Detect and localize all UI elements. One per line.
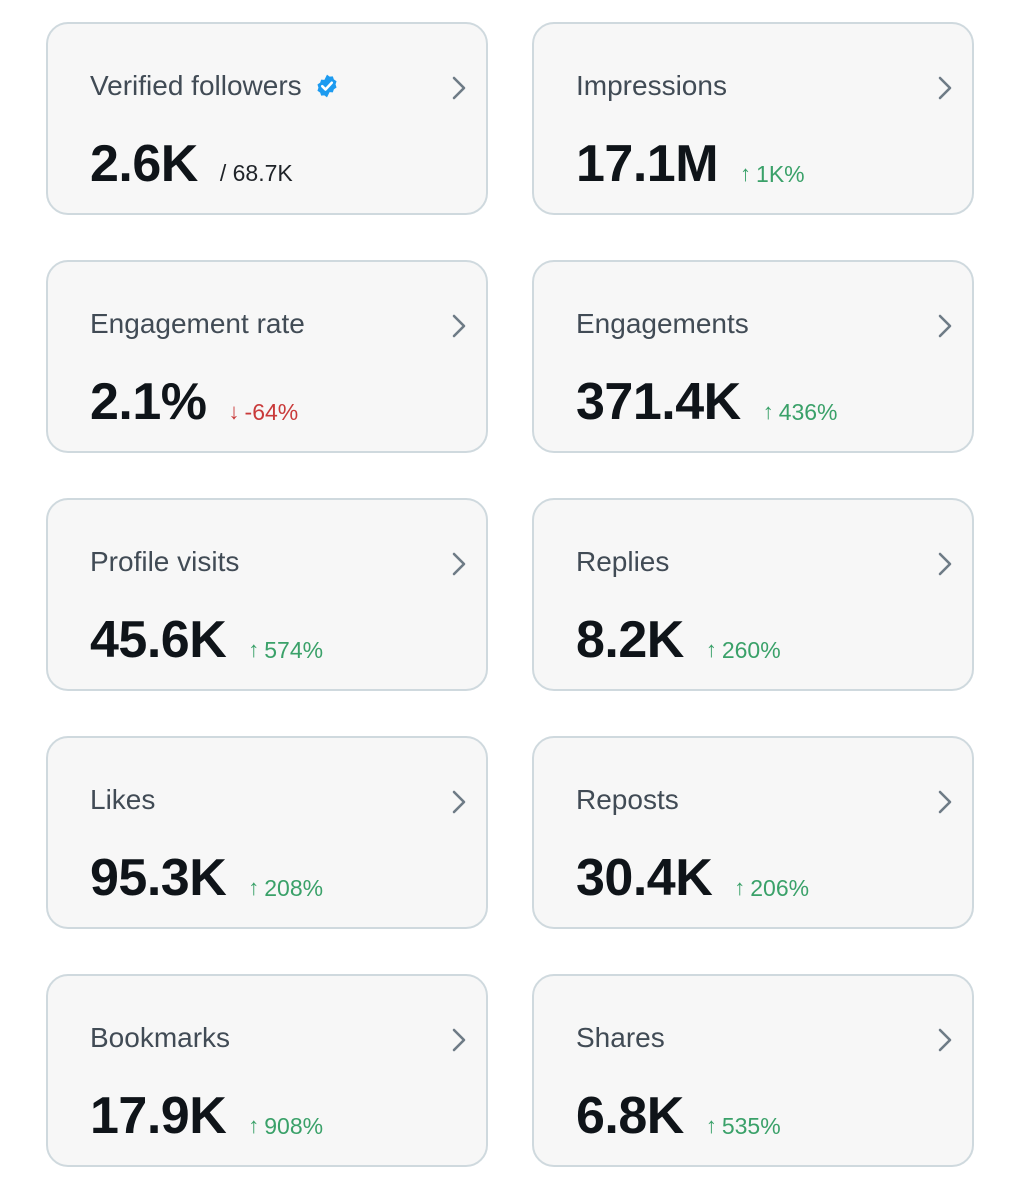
metric-change: ↑ 1K% xyxy=(740,161,805,188)
arrow-down-icon: ↓ xyxy=(228,399,240,424)
metric-change: ↑ 260% xyxy=(706,637,781,664)
change-value: 908% xyxy=(264,1112,324,1139)
card-impressions[interactable]: Impressions 17.1M ↑ 1K% xyxy=(532,22,974,215)
metric-value: 2.6K xyxy=(90,135,198,193)
card-title: Bookmarks xyxy=(90,1022,230,1054)
metric-value: 6.8K xyxy=(576,1087,684,1145)
card-title-label: Impressions xyxy=(576,70,727,101)
arrow-up-icon: ↑ xyxy=(248,637,260,662)
card-title: Verified followers xyxy=(90,70,340,102)
chevron-right-icon[interactable] xyxy=(936,1026,954,1054)
card-likes[interactable]: Likes 95.3K ↑ 208% xyxy=(46,736,488,929)
card-title: Impressions xyxy=(576,70,727,102)
metric-change: ↑ 208% xyxy=(248,875,323,902)
card-title-label: Likes xyxy=(90,784,156,815)
card-verified-followers[interactable]: Verified followers 2.6K / 68.7K xyxy=(46,22,488,215)
metric-value: 371.4K xyxy=(576,373,741,431)
chevron-right-icon[interactable] xyxy=(936,312,954,340)
card-title: Replies xyxy=(576,546,669,578)
card-title: Profile visits xyxy=(90,546,239,578)
metric-value: 17.1M xyxy=(576,135,719,193)
card-engagements[interactable]: Engagements 371.4K ↑ 436% xyxy=(532,260,974,453)
change-value: 436% xyxy=(778,398,838,425)
card-title-label: Shares xyxy=(576,1022,665,1053)
metric-row: 8.2K ↑ 260% xyxy=(576,610,781,670)
card-title-label: Profile visits xyxy=(90,546,240,577)
metric-change: ↑ 574% xyxy=(248,637,323,664)
verified-badge-icon xyxy=(317,74,337,98)
chevron-right-icon[interactable] xyxy=(936,550,954,578)
chevron-right-icon[interactable] xyxy=(450,312,468,340)
chevron-right-icon[interactable] xyxy=(450,74,468,102)
card-title-label: Engagements xyxy=(576,308,749,339)
metric-row: 2.6K / 68.7K xyxy=(90,134,293,194)
change-value: 574% xyxy=(264,636,324,663)
metric-row: 95.3K ↑ 208% xyxy=(90,848,323,908)
card-title: Reposts xyxy=(576,784,679,816)
card-title: Likes xyxy=(90,784,155,816)
chevron-right-icon[interactable] xyxy=(450,1026,468,1054)
metric-value: 45.6K xyxy=(90,611,227,669)
metric-change: ↑ 206% xyxy=(734,875,809,902)
metric-value: 30.4K xyxy=(576,849,713,907)
change-value: 535% xyxy=(721,1112,781,1139)
card-title-label: Replies xyxy=(576,546,670,577)
card-title: Engagement rate xyxy=(90,308,305,340)
card-title-label: Engagement rate xyxy=(90,308,305,339)
metric-row: 17.9K ↑ 908% xyxy=(90,1086,323,1146)
metric-row: 45.6K ↑ 574% xyxy=(90,610,323,670)
change-value: 260% xyxy=(721,636,781,663)
metric-row: 371.4K ↑ 436% xyxy=(576,372,838,432)
metric-row: 6.8K ↑ 535% xyxy=(576,1086,781,1146)
metric-row: 17.1M ↑ 1K% xyxy=(576,134,805,194)
chevron-right-icon[interactable] xyxy=(450,550,468,578)
arrow-up-icon: ↑ xyxy=(740,161,752,186)
chevron-right-icon[interactable] xyxy=(450,788,468,816)
card-reposts[interactable]: Reposts 30.4K ↑ 206% xyxy=(532,736,974,929)
chevron-right-icon[interactable] xyxy=(936,788,954,816)
arrow-up-icon: ↑ xyxy=(705,637,717,662)
metric-change: ↑ 908% xyxy=(248,1113,323,1140)
card-replies[interactable]: Replies 8.2K ↑ 260% xyxy=(532,498,974,691)
change-value: 1K% xyxy=(756,160,805,187)
card-title-label: Bookmarks xyxy=(90,1022,231,1053)
metric-value: 95.3K xyxy=(90,849,227,907)
metric-row: 30.4K ↑ 206% xyxy=(576,848,809,908)
arrow-up-icon: ↑ xyxy=(762,399,774,424)
arrow-up-icon: ↑ xyxy=(248,875,260,900)
change-value: 208% xyxy=(264,874,324,901)
card-title-label: Reposts xyxy=(576,784,679,815)
card-engagement-rate[interactable]: Engagement rate 2.1% ↓ -64% xyxy=(46,260,488,453)
metric-value: 8.2K xyxy=(576,611,684,669)
card-bookmarks[interactable]: Bookmarks 17.9K ↑ 908% xyxy=(46,974,488,1167)
card-title: Shares xyxy=(576,1022,665,1054)
metric-value: 17.9K xyxy=(90,1087,227,1145)
metric-change: ↑ 535% xyxy=(706,1113,781,1140)
metric-row: 2.1% ↓ -64% xyxy=(90,372,298,432)
arrow-up-icon: ↑ xyxy=(705,1113,717,1138)
change-value: 206% xyxy=(750,874,810,901)
chevron-right-icon[interactable] xyxy=(936,74,954,102)
metric-value: 2.1% xyxy=(90,373,207,431)
metric-change: ↑ 436% xyxy=(763,399,838,426)
metric-change: ↓ -64% xyxy=(229,399,299,426)
metric-total: / 68.7K xyxy=(219,160,293,186)
change-value: -64% xyxy=(244,398,299,425)
card-profile-visits[interactable]: Profile visits 45.6K ↑ 574% xyxy=(46,498,488,691)
arrow-up-icon: ↑ xyxy=(734,875,746,900)
arrow-up-icon: ↑ xyxy=(248,1113,260,1138)
card-title: Engagements xyxy=(576,308,749,340)
card-title-label: Verified followers xyxy=(90,70,302,101)
card-shares[interactable]: Shares 6.8K ↑ 535% xyxy=(532,974,974,1167)
